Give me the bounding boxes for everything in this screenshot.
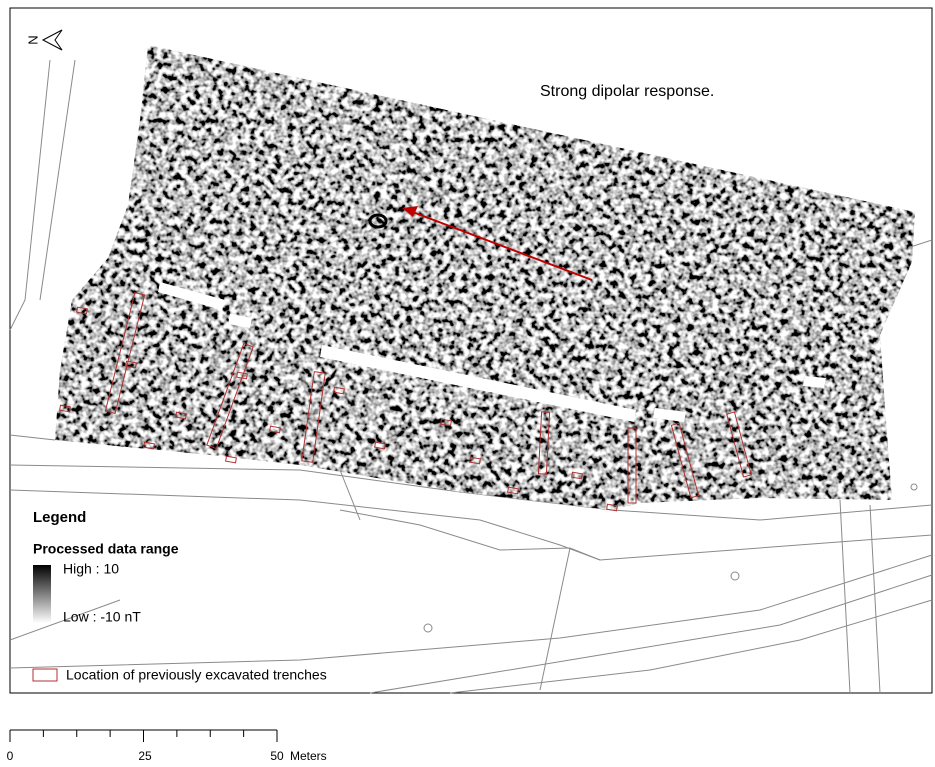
- scale-bar: [10, 730, 277, 742]
- legend-title: Legend: [33, 509, 86, 526]
- page: {"north_arrow": {"label": "N"}, "annotat…: [0, 0, 935, 767]
- scale-label: 50: [270, 749, 284, 763]
- scale-label: 0: [7, 749, 14, 763]
- legend-ramp: [33, 565, 51, 623]
- annotation-text: Strong dipolar response.: [540, 83, 714, 100]
- scale-label: 25: [138, 749, 152, 763]
- data-gap: [803, 376, 826, 388]
- legend-low: Low : -10 nT: [63, 609, 141, 625]
- north-label: N: [25, 35, 40, 44]
- map: Strong dipolar response. N Legend Proces…: [0, 0, 935, 767]
- scale-unit: Meters: [290, 749, 327, 763]
- legend-range-title: Processed data range: [33, 541, 179, 557]
- legend-trenches: Location of previously excavated trenche…: [66, 667, 327, 683]
- legend-high: High : 10: [63, 561, 119, 577]
